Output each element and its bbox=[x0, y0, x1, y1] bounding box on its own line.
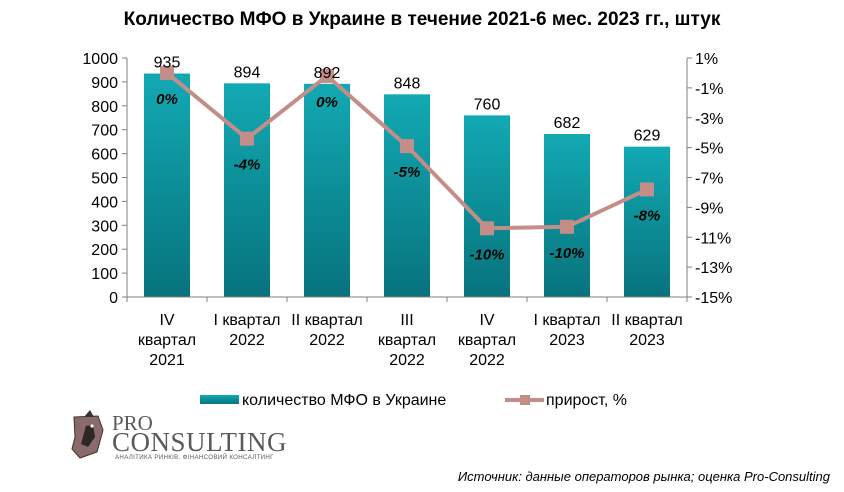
y-left-tick-label: 700 bbox=[91, 123, 118, 140]
category-label: IV bbox=[159, 312, 174, 329]
growth-value-label: -5% bbox=[394, 164, 421, 181]
y-left-tick-label: 200 bbox=[91, 242, 118, 259]
bar-value-label: 682 bbox=[554, 115, 581, 132]
category-label: I квартал bbox=[533, 312, 600, 329]
category-label: квартал bbox=[378, 332, 436, 349]
y-right-tick-label: -13% bbox=[695, 260, 732, 277]
category-label: II квартал bbox=[611, 312, 682, 329]
y-left-tick-label: 400 bbox=[91, 194, 118, 211]
category-label: 2021 bbox=[149, 352, 185, 369]
logo-tagline: АНАЛІТИКА РИНКІВ. ФІНАНСОВИЙ КОНСАЛТИНГ bbox=[115, 453, 274, 461]
logo-consulting-text: CONSULTING bbox=[112, 427, 287, 457]
growth-marker-4 bbox=[480, 221, 494, 236]
bar-6 bbox=[624, 146, 670, 297]
bar-value-label: 935 bbox=[154, 55, 181, 72]
growth-marker-6 bbox=[640, 182, 654, 197]
y-right-tick-label: -7% bbox=[695, 171, 723, 188]
growth-marker-5 bbox=[560, 219, 574, 234]
category-label: квартал bbox=[138, 332, 196, 349]
bar-value-label: 894 bbox=[234, 64, 261, 81]
category-label: 2022 bbox=[389, 352, 425, 369]
category-label: IV bbox=[479, 312, 494, 329]
growth-marker-1 bbox=[240, 131, 254, 146]
growth-marker-3 bbox=[400, 139, 414, 154]
y-left-tick-label: 0 bbox=[109, 290, 118, 307]
category-label: 2022 bbox=[469, 352, 505, 369]
y-left-tick-label: 800 bbox=[91, 99, 118, 116]
pro-consulting-logo: PRO CONSULTING АНАЛІТИКА РИНКІВ. ФІНАНСО… bbox=[71, 410, 287, 461]
y-right-tick-label: -9% bbox=[695, 200, 723, 217]
y-right-tick-label: 1% bbox=[695, 51, 718, 68]
growth-line-series bbox=[160, 65, 654, 236]
data-labels: 935 894 892 848 760 682 629 0% -4% 0% -5% -10% -10% -… bbox=[154, 55, 661, 264]
bar-0 bbox=[144, 73, 190, 297]
y-left-tick-label: 900 bbox=[91, 75, 118, 92]
chart-title: Количество МФО в Украине в течение 2021-… bbox=[124, 9, 721, 30]
horse-head-icon bbox=[71, 410, 104, 459]
category-label: квартал bbox=[458, 332, 516, 349]
y-left-tick-label: 300 bbox=[91, 218, 118, 235]
growth-marker-2 bbox=[320, 68, 334, 83]
bar-value-label: 892 bbox=[314, 65, 341, 82]
bar-value-label: 760 bbox=[474, 96, 501, 113]
growth-value-label: -10% bbox=[469, 246, 504, 263]
category-label: 2023 bbox=[549, 332, 585, 349]
y-left-tick-label: 100 bbox=[91, 266, 118, 283]
growth-marker-0 bbox=[160, 65, 174, 80]
growth-value-label: -4% bbox=[234, 157, 261, 174]
category-label: III bbox=[400, 312, 413, 329]
axes: 0 100 200 300 400 500 600 700 800 900 1000 1% -1% -3%… bbox=[82, 51, 732, 307]
bar-value-label: 848 bbox=[394, 75, 421, 92]
y-right-tick-label: -11% bbox=[695, 230, 731, 247]
category-label: 2023 bbox=[629, 332, 665, 349]
y-right-tick-label: -1% bbox=[695, 81, 723, 98]
growth-value-label: 0% bbox=[156, 91, 178, 108]
bar-value-label: 629 bbox=[634, 128, 661, 145]
growth-value-label: 0% bbox=[316, 94, 338, 111]
logo-pro-text: PRO bbox=[112, 411, 153, 435]
y-left-tick-label: 600 bbox=[91, 147, 118, 164]
y-right-tick-label: -3% bbox=[695, 111, 723, 128]
legend-label-bars: количество МФО в Украине bbox=[242, 392, 446, 409]
bar-3 bbox=[384, 94, 430, 297]
category-labels: IV квартал 2021 I квартал 2022 II квартал 2022… bbox=[138, 312, 683, 369]
category-label: 2022 bbox=[229, 332, 265, 349]
bar-1 bbox=[224, 83, 270, 297]
bar-series bbox=[144, 73, 670, 297]
y-right-tick-label: -15% bbox=[695, 290, 732, 307]
category-label: II квартал bbox=[291, 312, 362, 329]
category-label: 2022 bbox=[309, 332, 345, 349]
y-right-tick-label: -5% bbox=[695, 141, 723, 158]
legend-swatch-bars bbox=[200, 395, 239, 404]
y-left-tick-label: 500 bbox=[91, 171, 118, 188]
legend-swatch-marker bbox=[520, 395, 530, 405]
growth-value-label: -10% bbox=[549, 245, 584, 262]
legend: количество МФО в Украине прирост, % bbox=[200, 392, 627, 409]
bar-5 bbox=[544, 134, 590, 297]
bar-4 bbox=[464, 115, 510, 297]
bar-2 bbox=[304, 83, 350, 297]
growth-value-label: -8% bbox=[634, 207, 661, 224]
legend-label-line: прирост, % bbox=[546, 392, 627, 409]
category-label: I квартал bbox=[213, 312, 280, 329]
source-note: Источник: данные операторов рынка; оценк… bbox=[458, 469, 831, 484]
y-left-tick-label: 1000 bbox=[82, 51, 118, 68]
